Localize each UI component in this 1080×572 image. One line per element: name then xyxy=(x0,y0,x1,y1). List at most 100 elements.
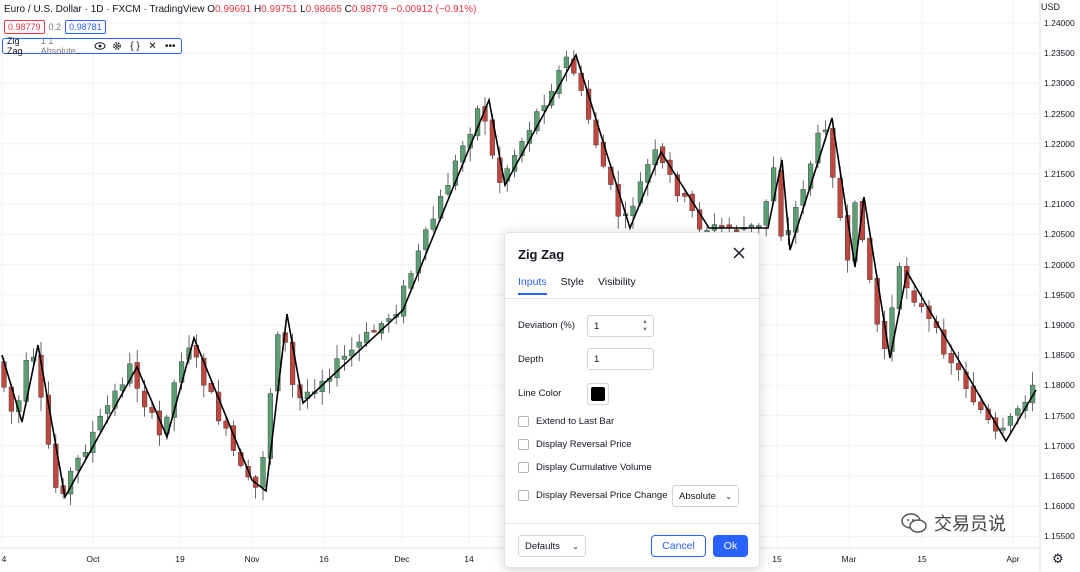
display-reversal-price-checkbox[interactable] xyxy=(518,439,529,450)
tab-divider xyxy=(505,298,759,299)
candle-body xyxy=(837,178,843,218)
extend-last-bar-row[interactable]: Extend to Last Bar xyxy=(518,416,614,427)
bid-price-button[interactable]: 0.98779 xyxy=(4,20,45,34)
select-value: Absolute xyxy=(679,490,716,502)
indicator-legend-zigzag[interactable]: Zig Zag 1 1 Absolute { } ✕ ••• xyxy=(2,36,182,56)
candle xyxy=(134,350,140,403)
display-reversal-price-change-checkbox[interactable] xyxy=(518,490,529,501)
y-tick-label: 1.21500 xyxy=(1044,169,1075,179)
candle xyxy=(430,206,436,233)
candle-body xyxy=(1000,427,1006,431)
extend-last-bar-checkbox[interactable] xyxy=(518,416,529,427)
braces-icon[interactable]: { } xyxy=(130,40,140,52)
price-change-mode-select[interactable]: Absolute ⌄ xyxy=(672,485,739,507)
candle-body xyxy=(756,225,762,228)
x-tick-label: 15 xyxy=(917,554,927,564)
candle-body xyxy=(445,185,451,195)
display-cumulative-volume-checkbox[interactable] xyxy=(518,462,529,473)
line-color-label: Line Color xyxy=(518,388,562,399)
defaults-dropdown[interactable]: Defaults ⌄ xyxy=(518,535,586,557)
candle-body xyxy=(800,189,806,206)
y-tick-label: 1.22500 xyxy=(1044,108,1075,119)
candle-body xyxy=(97,416,103,431)
tab-inputs[interactable]: Inputs xyxy=(518,276,547,295)
footer-divider xyxy=(505,523,759,524)
candle-body xyxy=(859,201,866,241)
symbol-title: Euro / U.S. Dollar · 1D · FXCM · Trading… xyxy=(4,4,205,15)
candle xyxy=(223,415,229,437)
x-tick-label: 4 xyxy=(1,554,7,564)
candle-body xyxy=(919,303,925,307)
candle xyxy=(327,368,333,394)
candle-body xyxy=(149,407,155,413)
y-tick-label: 1.16500 xyxy=(1044,471,1075,481)
watermark: 交易员说 xyxy=(900,510,1006,536)
tab-style[interactable]: Style xyxy=(560,276,584,288)
deviation-input[interactable]: 1 ▲ ▼ xyxy=(587,315,654,337)
close-icon[interactable]: ✕ xyxy=(148,40,157,52)
candle-body xyxy=(260,457,266,488)
tab-visibility[interactable]: Visibility xyxy=(597,276,636,288)
x-tick-label: Nov xyxy=(244,554,260,564)
cancel-button[interactable]: Cancel xyxy=(651,535,706,557)
y-tick-label: 1.20000 xyxy=(1044,259,1075,270)
spinner-arrows-icon[interactable]: ▲ ▼ xyxy=(642,319,648,333)
candle xyxy=(1000,417,1006,435)
candle xyxy=(911,285,917,307)
candle-body xyxy=(141,390,148,408)
candle xyxy=(941,318,947,359)
candle-body xyxy=(31,356,37,362)
y-tick-label: 1.17500 xyxy=(1044,410,1075,421)
candle-body xyxy=(341,355,348,360)
candle xyxy=(356,334,362,362)
x-tick-label: 15 xyxy=(772,554,782,564)
candle-body xyxy=(1022,401,1028,411)
eye-icon[interactable] xyxy=(93,39,107,53)
candle xyxy=(778,157,784,241)
candle-body xyxy=(911,290,917,303)
candle-body xyxy=(134,362,140,389)
candle-body xyxy=(697,209,703,230)
y-tick-label: 1.19500 xyxy=(1044,289,1075,300)
candle xyxy=(697,202,703,238)
y-tick-label: 1.23000 xyxy=(1044,78,1075,89)
candle-body xyxy=(230,425,237,451)
x-tick-label: Dec xyxy=(394,554,410,564)
candle xyxy=(252,474,259,499)
more-icon[interactable]: ••• xyxy=(164,40,176,52)
candle-body xyxy=(423,229,429,251)
x-tick-label: Mar xyxy=(841,554,857,564)
gear-icon[interactable] xyxy=(111,39,125,53)
candle-body xyxy=(349,349,355,357)
candle xyxy=(948,344,954,375)
y-tick-label: 1.17000 xyxy=(1044,440,1075,451)
candle xyxy=(334,344,340,387)
candle-body xyxy=(223,420,229,429)
display-reversal-price-row[interactable]: Display Reversal Price xyxy=(518,439,632,450)
candle xyxy=(304,379,311,409)
candle xyxy=(149,401,155,419)
y-tick-label: 1.19000 xyxy=(1044,320,1075,330)
candle xyxy=(867,228,873,284)
currency-label[interactable]: USD xyxy=(1040,2,1060,12)
ask-price-button[interactable]: 0.98781 xyxy=(65,20,106,34)
close-icon[interactable] xyxy=(731,245,747,261)
ok-button[interactable]: Ok xyxy=(713,535,748,557)
candle xyxy=(260,451,266,501)
candle-body xyxy=(1007,416,1014,426)
y-tick-label: 1.16000 xyxy=(1044,501,1075,512)
candle-body xyxy=(1029,384,1036,404)
depth-input[interactable]: 1 xyxy=(587,348,654,370)
watermark-text: 交易员说 xyxy=(934,514,1006,535)
chart-settings-gear-icon[interactable]: ⚙ xyxy=(1052,551,1064,566)
checkbox-label: Display Reversal Price xyxy=(536,439,632,450)
zigzag-settings-dialog: Zig Zag Inputs Style Visibility Deviatio… xyxy=(504,232,760,568)
display-cumulative-volume-row[interactable]: Display Cumulative Volume xyxy=(518,462,652,473)
line-color-swatch[interactable] xyxy=(587,383,609,405)
indicator-params: 1 1 Absolute xyxy=(40,36,76,56)
candle xyxy=(615,170,621,229)
y-tick-label: 1.23500 xyxy=(1044,48,1075,59)
display-reversal-price-change-row[interactable]: Display Reversal Price Change xyxy=(518,490,667,501)
color-fill xyxy=(591,387,605,401)
y-tick-label: 1.21000 xyxy=(1044,199,1075,210)
